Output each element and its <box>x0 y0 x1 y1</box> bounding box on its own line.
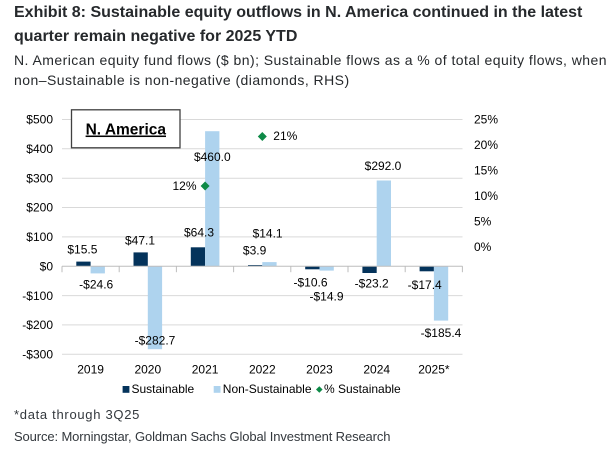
svg-text:-$185.4: -$185.4 <box>421 326 462 340</box>
svg-text:2025*: 2025* <box>418 363 450 377</box>
svg-text:$47.1: $47.1 <box>125 233 155 247</box>
svg-text:-$17.4: -$17.4 <box>408 278 442 292</box>
svg-text:2019: 2019 <box>77 363 104 377</box>
svg-text:25%: 25% <box>474 113 498 127</box>
svg-text:-$14.9: -$14.9 <box>309 290 343 304</box>
svg-text:$100: $100 <box>26 230 53 244</box>
svg-text:$500: $500 <box>26 113 53 127</box>
svg-text:12%: 12% <box>172 179 196 193</box>
svg-text:10%: 10% <box>474 189 498 203</box>
svg-text:5%: 5% <box>474 215 492 229</box>
svg-text:$300: $300 <box>26 171 53 185</box>
svg-text:% Sustainable: % Sustainable <box>324 382 401 396</box>
svg-text:-$300: -$300 <box>22 348 53 362</box>
svg-text:$0: $0 <box>40 259 54 273</box>
svg-text:-$23.2: -$23.2 <box>355 277 389 291</box>
svg-text:-$10.6: -$10.6 <box>293 275 327 289</box>
svg-text:2020: 2020 <box>134 363 161 377</box>
svg-text:$400: $400 <box>26 142 53 156</box>
svg-text:$200: $200 <box>26 201 53 215</box>
svg-text:-$282.7: -$282.7 <box>135 334 176 348</box>
svg-text:-$100: -$100 <box>22 289 53 303</box>
svg-text:2022: 2022 <box>249 363 276 377</box>
svg-text:$15.5: $15.5 <box>67 243 97 257</box>
svg-text:20%: 20% <box>474 138 498 152</box>
svg-text:2021: 2021 <box>192 363 219 377</box>
svg-text:-$24.6: -$24.6 <box>79 278 113 292</box>
svg-text:$64.3: $64.3 <box>184 226 214 240</box>
svg-text:$3.9: $3.9 <box>243 243 267 257</box>
svg-text:2023: 2023 <box>306 363 333 377</box>
svg-text:15%: 15% <box>474 164 498 178</box>
svg-text:2024: 2024 <box>363 363 390 377</box>
svg-text:Sustainable: Sustainable <box>132 382 195 396</box>
svg-text:$460.0: $460.0 <box>194 150 231 164</box>
svg-text:21%: 21% <box>273 129 297 143</box>
svg-text:Non-Sustainable: Non-Sustainable <box>223 382 312 396</box>
svg-text:0%: 0% <box>474 240 492 254</box>
svg-text:N. America: N. America <box>86 122 167 139</box>
svg-text:$14.1: $14.1 <box>253 227 283 241</box>
svg-text:$292.0: $292.0 <box>365 159 402 173</box>
svg-text:-$200: -$200 <box>22 318 53 332</box>
